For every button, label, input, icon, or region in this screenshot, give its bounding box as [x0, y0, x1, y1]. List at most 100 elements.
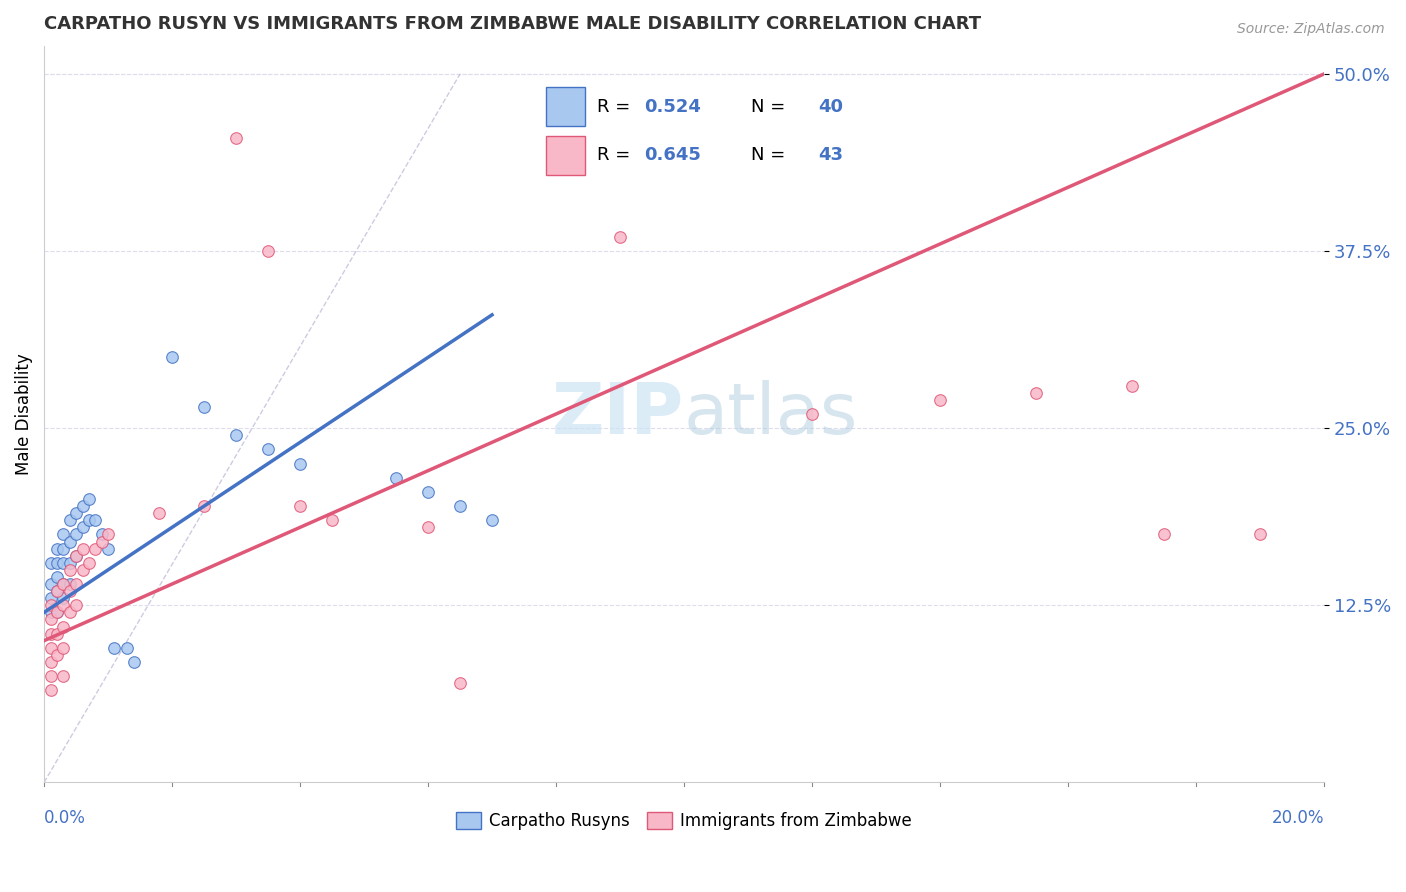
Point [225, 428, 247, 442]
Point [52, 669, 75, 683]
Point [52, 591, 75, 606]
Point [52, 527, 75, 541]
Point [39, 683, 62, 698]
Point [160, 351, 183, 365]
Point [59, 605, 82, 619]
Point [39, 655, 62, 669]
Point [77, 513, 100, 527]
Point [39, 605, 62, 619]
Text: R =: R = [598, 98, 637, 116]
Point [929, 392, 952, 407]
Point [1121, 378, 1143, 392]
Point [39, 612, 62, 626]
Point [39, 669, 62, 683]
Point [45, 605, 67, 619]
Point [385, 471, 408, 485]
Point [72, 520, 94, 534]
Point [45, 584, 67, 599]
Point [65, 506, 87, 520]
Point [52, 640, 75, 655]
Text: 40: 40 [818, 98, 842, 116]
Point [97, 527, 120, 541]
Point [45, 648, 67, 662]
Point [59, 513, 82, 527]
Point [257, 442, 280, 457]
Point [39, 591, 62, 606]
Point [416, 520, 439, 534]
Point [288, 457, 311, 471]
Point [609, 230, 631, 244]
Point [39, 640, 62, 655]
Point [117, 640, 139, 655]
Point [72, 499, 94, 513]
Point [77, 556, 100, 570]
Text: ZIP: ZIP [551, 379, 683, 449]
Point [481, 513, 503, 527]
Text: N =: N = [751, 146, 790, 164]
Point [52, 541, 75, 556]
Text: CARPATHO RUSYN VS IMMIGRANTS FROM ZIMBABWE MALE DISABILITY CORRELATION CHART: CARPATHO RUSYN VS IMMIGRANTS FROM ZIMBAB… [44, 15, 981, 33]
Point [72, 563, 94, 577]
Point [39, 556, 62, 570]
Legend: Carpatho Rusyns, Immigrants from Zimbabwe: Carpatho Rusyns, Immigrants from Zimbabw… [450, 805, 918, 837]
Point [84, 541, 107, 556]
Point [39, 626, 62, 640]
Point [148, 506, 170, 520]
Point [59, 563, 82, 577]
Point [45, 556, 67, 570]
Point [193, 499, 215, 513]
Point [1153, 527, 1175, 541]
Point [225, 130, 247, 145]
Text: N =: N = [751, 98, 790, 116]
Point [65, 599, 87, 613]
Text: atlas: atlas [683, 379, 859, 449]
Point [1025, 385, 1047, 400]
Point [801, 407, 824, 421]
Point [288, 499, 311, 513]
Point [65, 527, 87, 541]
Point [52, 577, 75, 591]
Point [77, 491, 100, 506]
Point [45, 584, 67, 599]
Point [90, 527, 112, 541]
Text: 0.0%: 0.0% [44, 809, 86, 827]
Point [416, 484, 439, 499]
Point [193, 400, 215, 414]
Point [65, 549, 87, 563]
Point [122, 655, 145, 669]
Point [103, 640, 125, 655]
Point [84, 513, 107, 527]
Point [45, 570, 67, 584]
Point [257, 244, 280, 258]
Point [45, 605, 67, 619]
Point [45, 541, 67, 556]
Bar [546, 87, 585, 127]
Bar [546, 136, 585, 175]
Point [72, 541, 94, 556]
Point [59, 577, 82, 591]
Point [59, 556, 82, 570]
Text: Source: ZipAtlas.com: Source: ZipAtlas.com [1237, 22, 1385, 37]
Text: 0.524: 0.524 [644, 98, 702, 116]
Text: 0.645: 0.645 [644, 146, 702, 164]
Point [97, 541, 120, 556]
Point [39, 599, 62, 613]
Point [59, 584, 82, 599]
Point [449, 676, 471, 690]
Point [52, 599, 75, 613]
Y-axis label: Male Disability: Male Disability [15, 353, 32, 475]
Point [449, 499, 471, 513]
Point [39, 577, 62, 591]
Point [52, 577, 75, 591]
Point [1249, 527, 1271, 541]
Point [52, 556, 75, 570]
Point [59, 534, 82, 549]
Text: 20.0%: 20.0% [1271, 809, 1324, 827]
Text: 43: 43 [818, 146, 842, 164]
Point [52, 619, 75, 633]
Point [321, 513, 343, 527]
Point [45, 626, 67, 640]
Text: R =: R = [598, 146, 637, 164]
Point [65, 577, 87, 591]
Point [90, 534, 112, 549]
